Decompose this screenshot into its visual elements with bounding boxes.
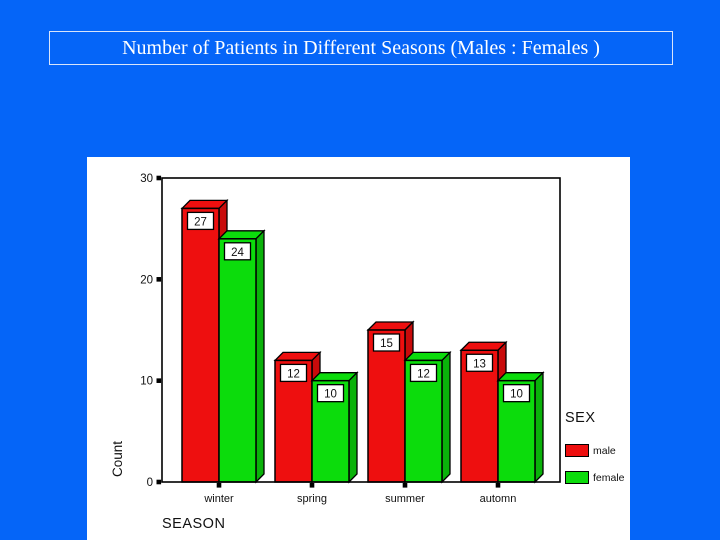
slide-title: Number of Patients in Different Seasons …: [49, 31, 673, 65]
plot-frame: [161, 177, 561, 483]
y-axis-label: Count: [110, 440, 125, 478]
legend-swatch-female: [565, 471, 589, 484]
bar-female-summer-side: [441, 350, 451, 484]
x-tick-spring: [309, 483, 315, 488]
bar-female-automn-side: [534, 371, 544, 484]
chart-legend: SEX male female: [565, 410, 629, 498]
y-tick-label-30: 30: [140, 173, 153, 185]
bar-male-automn-value-label: 13: [473, 358, 486, 370]
legend-item-male: male: [565, 444, 629, 457]
bar-female-automn-value-box: [502, 384, 531, 403]
bar-male-summer-value-label: 15: [380, 338, 393, 350]
legend-title: SEX: [565, 410, 596, 426]
x-category-label-spring: spring: [297, 493, 327, 505]
bar-female-winter-front: [218, 238, 257, 483]
y-tick-0: [156, 479, 162, 485]
bar-male-winter-front: [181, 207, 220, 483]
bar-male-automn-value-box: [465, 353, 494, 372]
bar-male-automn-front: [460, 349, 499, 483]
y-tick-label-10: 10: [140, 376, 153, 388]
y-tick-label-20: 20: [140, 274, 153, 286]
slide-title-text: Number of Patients in Different Seasons …: [122, 36, 600, 59]
bar-female-summer-value-label: 12: [417, 368, 430, 380]
y-tick-label-0: 0: [147, 477, 153, 489]
bar-female-winter-value-label: 24: [231, 247, 244, 259]
bar-male-spring-value-box: [279, 363, 308, 383]
y-tick-30: [156, 175, 162, 181]
bar-male-summer-front: [367, 329, 406, 483]
legend-item-female: female: [565, 471, 629, 484]
legend-swatch-male: [565, 444, 589, 457]
bar-female-spring-value-label: 10: [324, 389, 337, 401]
bar-male-summer-value-box: [372, 333, 401, 352]
x-category-label-winter: winter: [203, 493, 234, 505]
bar-female-winter-side: [255, 229, 265, 484]
x-tick-summer: [402, 483, 408, 488]
y-tick-10: [156, 378, 162, 383]
bar-chart: 27 24 12 10 15 12 13 10 0 10 20 30 winter spring summe…: [140, 173, 561, 505]
x-tick-winter: [216, 483, 222, 488]
bar-female-spring-side: [348, 371, 358, 484]
bar-female-winter-value-box: [223, 242, 252, 261]
bar-female-automn-value-label: 10: [510, 389, 523, 401]
x-category-label-summer: summer: [385, 493, 425, 505]
legend-rows: male female: [565, 444, 629, 484]
legend-label-female: female: [593, 471, 625, 484]
legend-label-male: male: [593, 444, 616, 457]
bar-female-spring-value-box: [316, 384, 345, 403]
bar-female-summer-value-box: [409, 363, 438, 383]
x-category-label-automn: automn: [480, 493, 517, 505]
bar-male-winter-value-box: [186, 211, 215, 231]
bar-male-winter-value-label: 27: [194, 216, 207, 228]
bar-male-spring-value-label: 12: [287, 368, 300, 380]
x-tick-automn: [495, 483, 501, 488]
x-axis-label: SEASON: [162, 516, 226, 532]
chart-panel: 27 24 12 10 15 12 13 10 0 10 20 30 winter spring summe…: [87, 157, 630, 540]
y-tick-20: [156, 277, 162, 282]
